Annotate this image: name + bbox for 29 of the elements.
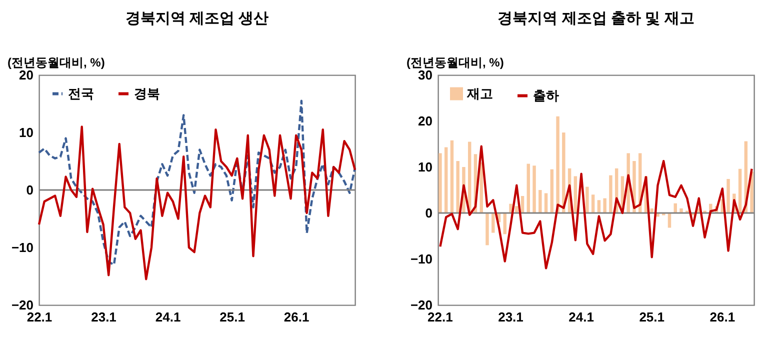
y-tick-label: −20: [410, 298, 432, 312]
y-axis-title: (전년동월대비, %): [406, 56, 504, 70]
x-tick-label: 22.1: [428, 310, 453, 324]
legend-label: 출하: [533, 88, 559, 103]
y-tick-label: −10: [11, 240, 34, 255]
x-tick-label: 23.1: [91, 310, 116, 324]
y-tick-label: 0: [425, 206, 432, 220]
x-tick-label: 24.1: [568, 310, 594, 324]
x-tick-label: 22.1: [26, 310, 52, 324]
y-tick-label: −20: [11, 298, 34, 312]
legend-label: 재고: [466, 86, 493, 101]
x-tick-label: 25.1: [220, 310, 245, 324]
x-tick-label: 23.1: [498, 310, 524, 324]
x-tick-label: 24.1: [155, 310, 181, 324]
y-tick-label: 0: [26, 182, 34, 198]
y-tick-label: 20: [418, 114, 432, 128]
legend-label: 경북: [134, 86, 160, 101]
x-tick-label: 26.1: [284, 310, 310, 324]
x-tick-label: 26.1: [710, 310, 736, 324]
legend-label: 전국: [68, 86, 94, 101]
chart-title: 경북지역 제조업 생산: [125, 10, 269, 27]
y-axis-title: (전년동월대비, %): [8, 56, 105, 70]
chart-title: 경북지역 제조업 출하 및 재고: [498, 10, 694, 27]
y-tick-label: 10: [19, 125, 34, 140]
y-tick-label: 20: [19, 68, 34, 82]
y-tick-label: 10: [418, 160, 432, 174]
y-tick-label: 30: [418, 68, 432, 82]
y-tick-label: −10: [410, 252, 432, 266]
x-tick-label: 25.1: [639, 310, 665, 324]
